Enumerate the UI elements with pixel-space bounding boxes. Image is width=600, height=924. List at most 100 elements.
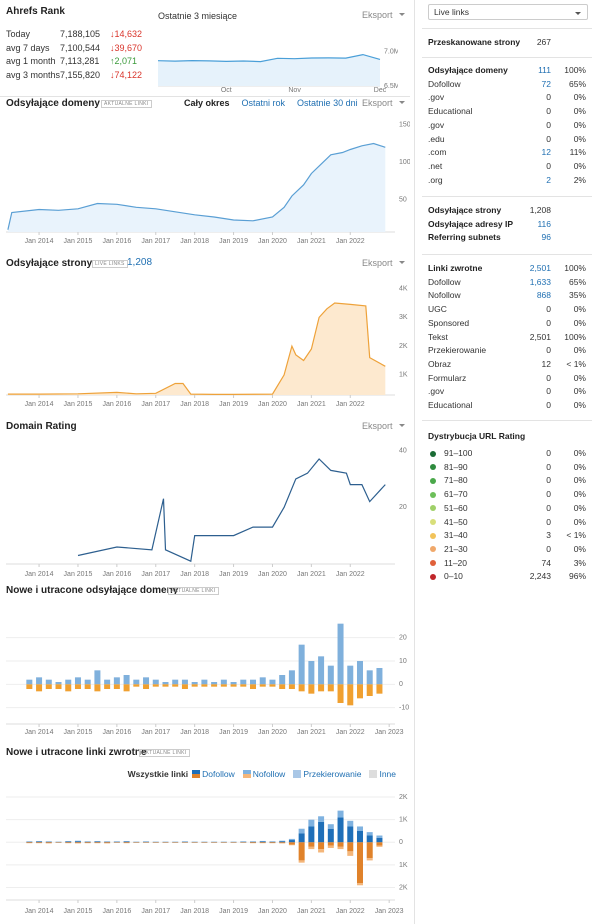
separator [422,28,592,29]
bar-lost [65,684,72,692]
bar-new [113,841,120,843]
stat-label-text: Odsyłające domeny [428,65,508,75]
export-button[interactable]: Eksport [362,421,405,431]
stat-value[interactable]: 111 [538,65,551,75]
x-tick-label: Oct [221,87,232,94]
bar-new [337,623,344,685]
stat-value[interactable]: 116 [537,218,551,229]
bar-new [104,841,111,843]
stat-label-text: .com [428,147,447,158]
bar-new [84,841,91,843]
bar-new [288,670,295,685]
stat-value[interactable]: 96 [541,232,551,243]
bar-lost [308,842,315,847]
bar-new [318,656,325,685]
bar-new [181,679,188,685]
bar-lost [298,684,305,692]
bar-lost [84,684,91,689]
bar-new [269,679,276,685]
bar-lost [259,842,266,843]
legend-swatch [293,770,302,778]
stat-label: .net [428,160,442,174]
x-tick-label: Jan 2015 [64,908,93,915]
tab[interactable]: Ostatnie 30 dni [297,98,358,108]
bar-new [288,838,295,841]
tab[interactable]: Ostatni rok [241,98,286,108]
legend-swatch [242,770,251,778]
total-value: 1,208 [127,257,153,268]
legend-label[interactable]: Inne [379,769,396,779]
rating-dot [430,505,436,512]
stat-row: .gov 0 0% [428,91,586,105]
stat-label-text: Obraz [428,358,452,369]
x-tick-label: Jan 2020 [258,571,287,578]
y-tick-label: 20 [399,635,407,642]
bar-new [45,841,52,843]
bar-lost [298,842,305,861]
y-tick-label: 7.0M [384,49,398,56]
stat-percent: < 1% [566,530,586,541]
stat-percent: 0% [573,475,586,486]
stat-value: 0 [546,400,551,410]
legend-label[interactable]: Dofollow [202,769,235,779]
stat-value[interactable]: 12 [541,147,551,158]
legend-label[interactable]: Przekierowanie [303,769,362,779]
stat-label-text: .gov [428,92,445,103]
stat-percent: 100% [564,65,586,75]
bar-lost [308,684,315,694]
y-tick-label: 4K [399,285,408,292]
bar-lost [366,858,373,861]
stat-value[interactable]: 1,633 [529,276,551,287]
stat-value[interactable]: 2,501 [529,263,551,273]
row-change: ↑2,071 [110,56,138,67]
x-tick-label: Jan 2016 [102,571,131,578]
x-tick-label: Jan 2020 [258,401,287,408]
stat-row: 21–30 0 0% [428,543,586,557]
bar-new [376,835,383,838]
export-button[interactable]: Eksport [362,258,405,268]
stat-row: .gov 0 0% [428,119,586,133]
stat-label-text: Sponsored [428,317,470,328]
stat-label-text: Formularz [428,372,467,383]
stat-percent: 0% [573,386,586,397]
stat-value[interactable]: 868 [536,290,551,301]
bar-new [366,835,373,843]
stat-value[interactable]: 72 [541,78,551,89]
bar-new [318,816,325,822]
stat-label-text: 41–50 [444,516,468,527]
legend-label[interactable]: Nofollow [252,769,286,779]
x-tick-label: Jan 2018 [180,571,209,578]
rating-dot [430,464,436,471]
stat-value: 0 [546,304,551,315]
stat-label: Nofollow [428,289,461,303]
stat-percent: 0% [573,400,586,410]
filter-dropdown[interactable]: Live links [428,4,588,20]
bar-new [347,665,354,685]
rating-dot [430,560,436,567]
stat-percent: 0% [573,516,586,527]
chart: 20 10 0 -10 Jan 2014 Jan 2015 Jan 2016 Jan 2017… [6,623,409,736]
stat-row: 71–80 0 0% [428,474,586,488]
bar-lost [45,842,52,844]
y-tick-label: 3K [399,314,408,321]
stat-row: UGC 0 0% [428,303,586,317]
stat-value: 0 [546,345,551,356]
stat-value[interactable]: 2 [546,174,551,185]
bar-lost [133,684,140,687]
export-button[interactable]: Eksport [362,10,405,20]
stat-row: .org 2 2% [428,174,586,188]
x-tick-label: Jan 2015 [64,401,93,408]
row-value: 7,100,544 [60,42,101,53]
bar-new [191,682,198,685]
tab[interactable]: Cały okres [184,98,230,108]
stat-label: Obraz [428,358,451,372]
x-tick-label: Jan 2022 [336,238,365,245]
stat-label: 21–30 [428,543,468,557]
export-button[interactable]: Eksport [362,98,405,108]
bar-lost [181,684,188,689]
x-tick-label: Jan 2019 [219,908,248,915]
stat-row: Przeskanowane strony 267 [428,36,586,50]
stat-percent: 0% [573,119,586,130]
row-value: 7,155,820 [60,70,101,81]
stat-label: Referring subnets [428,231,501,245]
